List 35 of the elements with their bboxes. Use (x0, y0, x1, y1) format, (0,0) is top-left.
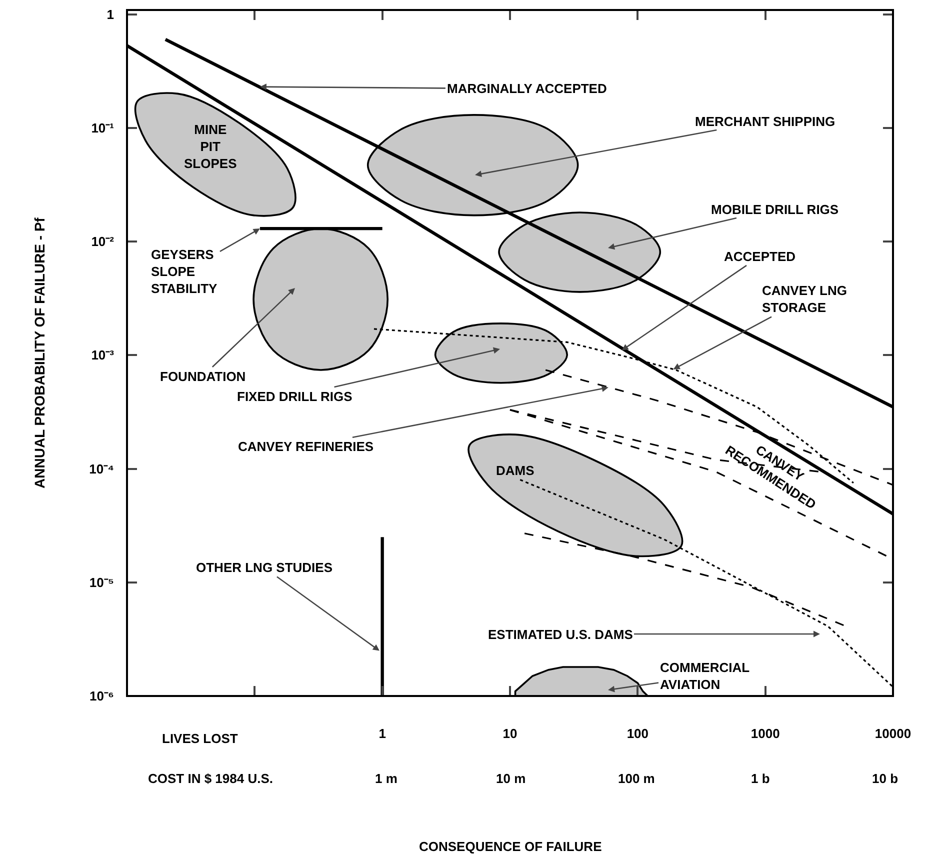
annotation: GEYSERS SLOPE STABILITY (151, 247, 218, 296)
annotation: MOBILE DRILL RIGS (711, 202, 839, 217)
annotation: ESTIMATED U.S. DAMS (488, 627, 634, 642)
x-tick-label: 1000 (750, 726, 780, 741)
x-tick-label: 1 (378, 726, 386, 741)
annotation: FIXED DRILL RIGS (237, 389, 353, 404)
annotation: ACCEPTED (724, 249, 796, 264)
y-tick-label: 10⁻⁴ (89, 461, 114, 476)
annotation: MARGINALLY ACCEPTED (447, 81, 607, 96)
text: 1 m (375, 771, 398, 786)
y-tick-label: 10⁻³ (91, 348, 115, 363)
annotation: CANVEY REFINERIES (238, 439, 374, 454)
text: 10 b (872, 771, 898, 786)
x-tick-label: 100 (626, 726, 649, 741)
y-axis-title: ANNUAL PROBABILITY OF FAILURE - Pf (32, 217, 48, 488)
x-tick-label: 10000 (874, 726, 912, 741)
annotation: OTHER LNG STUDIES (196, 560, 333, 575)
text: 10 m (496, 771, 526, 786)
annotation: CANVEY LNG STORAGE (762, 283, 847, 315)
text: 100 m (618, 771, 655, 786)
text: 1 b (751, 771, 770, 786)
text: COST IN $ 1984 U.S. (148, 771, 273, 786)
y-tick-label: 1 (106, 6, 114, 22)
y-tick-label: 10⁻² (91, 234, 115, 250)
y-tick-label: 10⁻⁵ (89, 574, 114, 590)
y-tick-label: 10⁻⁶ (90, 688, 114, 704)
text: LIVES LOST (162, 731, 238, 746)
y-tick-label: 10⁻¹ (91, 120, 114, 136)
x-tick-label: 10 (502, 726, 518, 741)
text: CONSEQUENCE OF FAILURE (419, 839, 602, 854)
annotation: FOUNDATION (160, 369, 246, 384)
annotation: MERCHANT SHIPPING (695, 114, 836, 129)
annotation: DAMS (496, 463, 535, 478)
annotation: COMMERCIAL AVIATION (660, 660, 750, 692)
annotation: MINE PIT SLOPES (184, 122, 238, 171)
